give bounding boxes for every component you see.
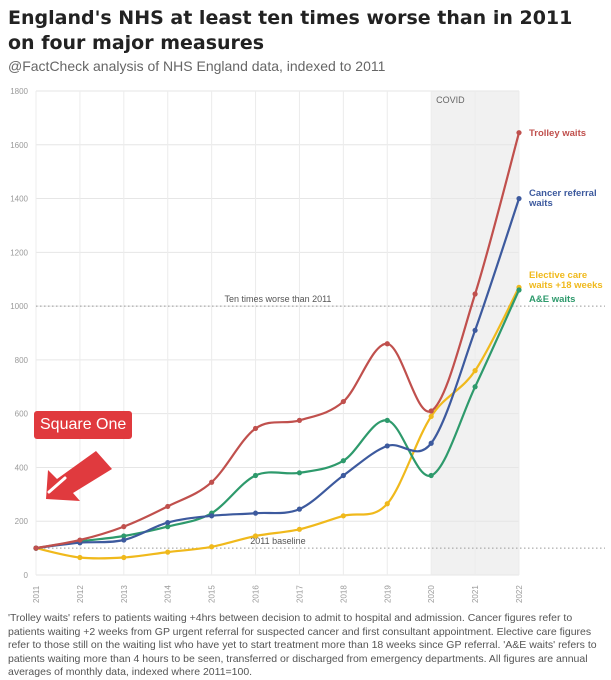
y-tick-label: 1400 [10,195,28,204]
x-tick-label: 2011 [32,585,41,603]
data-point [340,513,346,519]
y-tick-label: 1200 [10,248,28,257]
arrow-icon [46,451,112,501]
data-point [516,130,522,136]
y-tick-label: 0 [24,571,29,580]
x-tick-label: 2022 [515,585,524,603]
footnote: 'Trolley waits' refers to patients waiti… [8,612,597,678]
data-point [340,458,346,464]
y-tick-label: 400 [15,463,29,472]
reference-line-label: Ten times worse than 2011 [225,294,332,304]
data-point [384,443,390,449]
x-tick-label: 2012 [76,585,85,603]
data-point [472,384,478,390]
data-point [516,287,522,293]
data-point [428,413,434,419]
series-end-label: Elective care [529,270,587,281]
reference-line-label: 2011 baseline [250,536,305,546]
data-point [165,549,171,555]
data-point [384,417,390,423]
covid-label: COVID [436,95,465,105]
data-point [33,545,39,551]
data-point [472,291,478,297]
x-tick-label: 2021 [471,585,480,603]
series-end-label: Cancer referral [529,188,597,199]
y-tick-label: 1600 [10,141,28,150]
x-tick-label: 2013 [120,585,129,603]
data-point [340,398,346,405]
data-point [472,368,478,374]
data-point [296,526,303,532]
data-point [121,554,127,561]
data-point [77,537,83,543]
data-point [252,510,259,516]
series-end-label: waits [528,198,553,209]
line-chart: COVID 0 200 400 600 800 1000 1200 1400 1600 1800 20… [10,87,605,603]
y-tick-label: 800 [15,356,29,365]
series-end-label: Trolley waits [529,128,586,139]
y-tick-label: 1000 [10,302,28,311]
data-point [252,533,259,539]
data-point [121,524,127,530]
data-point [252,472,259,479]
x-tick-label: 2018 [339,585,348,603]
data-point [384,341,390,347]
data-point [428,440,434,446]
data-point [209,513,215,519]
data-point [121,533,127,539]
x-tick-label: 2020 [427,585,436,603]
x-tick-label: 2014 [164,585,173,603]
chart-title: England's NHS at least ten times worse t… [8,7,573,54]
data-point [516,195,522,202]
data-point [296,417,303,423]
data-point [340,472,346,479]
x-tick-label: 2017 [295,585,304,603]
x-tick-label: 2015 [208,585,217,603]
data-point [296,470,303,476]
chart-subtitle: @FactCheck analysis of NHS England data,… [8,58,386,74]
series-end-label: A&E waits [529,294,575,305]
y-tick-label: 200 [15,517,29,526]
data-point [296,506,303,512]
data-point [472,327,478,333]
data-point [428,472,434,479]
data-point [209,479,215,485]
data-point [165,503,171,510]
x-tick-label: 2019 [383,585,392,603]
y-tick-label: 1800 [10,87,28,96]
data-point [384,501,390,507]
data-point [165,519,171,526]
data-point [252,425,259,432]
data-point [121,537,127,543]
data-point [209,544,215,550]
data-point [428,408,434,414]
data-point [165,524,171,530]
x-tick-label: 2016 [252,585,261,603]
data-point [77,554,83,561]
square-one-logo: Square One [34,411,133,439]
y-tick-label: 600 [15,410,29,419]
series-end-label: waits +18 weeks [528,280,603,291]
